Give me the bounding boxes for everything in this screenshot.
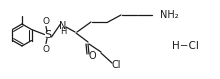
Text: H: H xyxy=(60,26,66,35)
Text: O: O xyxy=(89,51,96,61)
Text: O: O xyxy=(42,44,50,53)
Text: H−Cl: H−Cl xyxy=(172,41,198,51)
Text: S: S xyxy=(44,30,51,40)
Text: NH₂: NH₂ xyxy=(160,10,179,20)
Text: N: N xyxy=(59,21,67,31)
Text: O: O xyxy=(42,17,50,26)
Text: Cl: Cl xyxy=(111,60,121,70)
